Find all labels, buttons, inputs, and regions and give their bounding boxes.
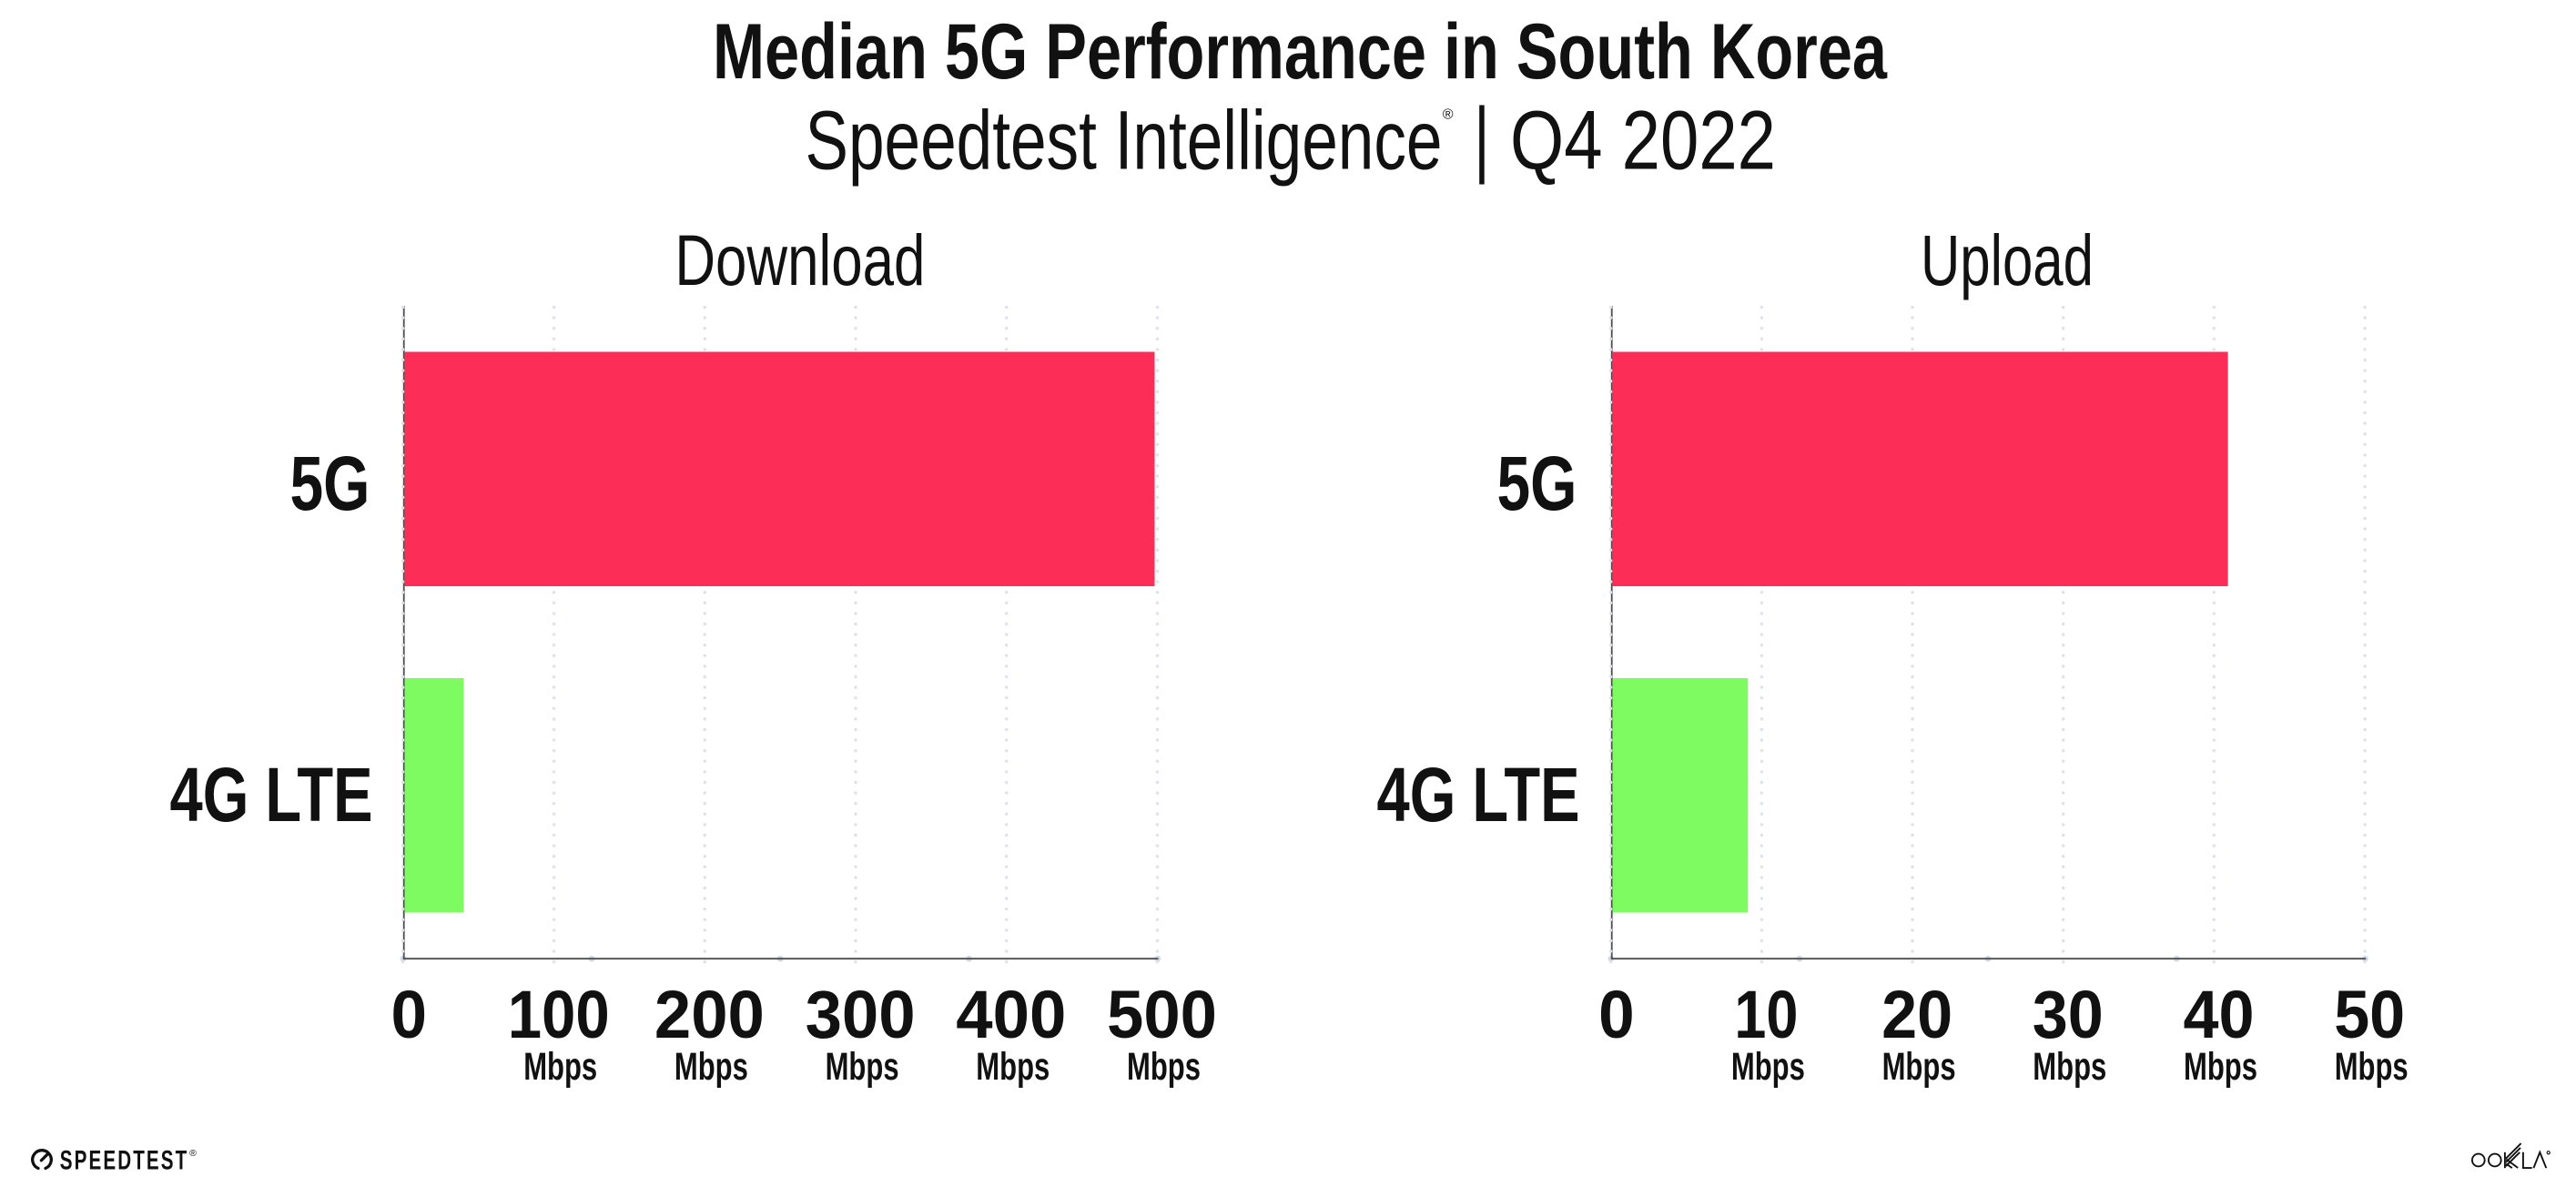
svg-text:Upload: Upload [1921, 219, 2094, 300]
svg-text:5G: 5G [1497, 441, 1577, 526]
svg-text:10: 10 [1734, 977, 1798, 1052]
svg-text:40: 40 [2184, 977, 2255, 1052]
svg-text:Mbps: Mbps [2184, 1045, 2257, 1089]
svg-text:4G LTE: 4G LTE [170, 752, 373, 837]
svg-text:20: 20 [1881, 977, 1952, 1052]
svg-text:Mbps: Mbps [826, 1045, 899, 1089]
svg-text:Download: Download [674, 219, 925, 300]
svg-text:0: 0 [391, 977, 428, 1052]
svg-text:50: 50 [2334, 977, 2405, 1052]
svg-text:200: 200 [654, 977, 765, 1052]
svg-text:30: 30 [2033, 977, 2104, 1052]
svg-text:500: 500 [1107, 977, 1217, 1052]
svg-text:0: 0 [1598, 977, 1635, 1052]
svg-text:5G: 5G [290, 441, 370, 526]
svg-text:Median 5G Performance in South: Median 5G Performance in South Korea [713, 8, 1888, 96]
svg-text:Mbps: Mbps [976, 1045, 1050, 1089]
svg-text:®: ® [189, 1148, 197, 1159]
svg-text:Mbps: Mbps [674, 1045, 748, 1089]
svg-text:400: 400 [956, 977, 1066, 1052]
svg-text:SPEEDTEST: SPEEDTEST [60, 1146, 189, 1176]
svg-text:Mbps: Mbps [2335, 1045, 2409, 1089]
svg-text:4G LTE: 4G LTE [1377, 752, 1580, 837]
svg-text:300: 300 [806, 977, 916, 1052]
svg-text:100: 100 [508, 977, 610, 1052]
svg-text:Mbps: Mbps [1731, 1045, 1805, 1089]
svg-text:Mbps: Mbps [1882, 1045, 1956, 1089]
svg-text:Mbps: Mbps [1127, 1045, 1201, 1089]
svg-text:Q4 2022: Q4 2022 [1510, 95, 1776, 188]
svg-text:Mbps: Mbps [2033, 1045, 2106, 1089]
svg-text:Speedtest Intelligence: Speedtest Intelligence [806, 95, 1443, 188]
svg-text:®: ® [1443, 107, 1454, 123]
svg-text:Mbps: Mbps [523, 1045, 597, 1089]
